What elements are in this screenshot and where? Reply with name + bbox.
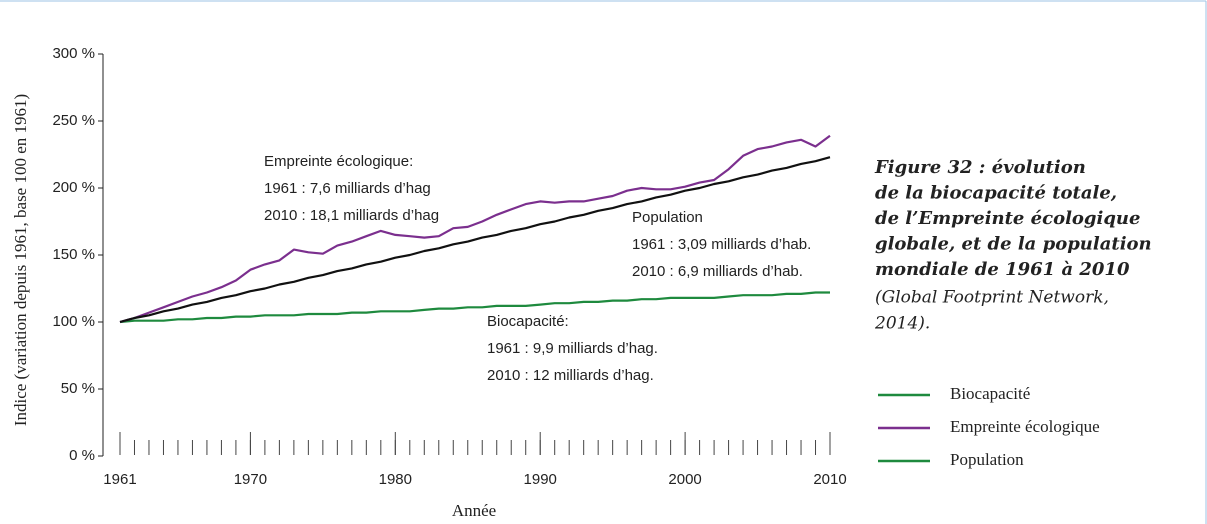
y-tick-label: 250 % xyxy=(52,112,95,129)
legend-label: Biocapacité xyxy=(950,384,1030,403)
annotation: Biocapacité: xyxy=(487,313,569,330)
caption-title: globale, et de la population xyxy=(875,234,1152,255)
y-tick-label: 50 % xyxy=(61,380,95,397)
caption-title: de l’Empreinte écologique xyxy=(875,208,1140,229)
x-axis-label: Année xyxy=(452,501,496,520)
annotation: 1961 : 9,9 milliards d’hag. xyxy=(487,340,658,357)
y-tick-label: 100 % xyxy=(52,313,95,330)
series-line xyxy=(119,156,831,324)
caption-title: Figure 32 : évolution xyxy=(874,157,1086,178)
annotation: Population xyxy=(632,209,703,226)
x-tick-label: 1980 xyxy=(379,471,412,488)
x-tick-label: 2000 xyxy=(668,471,701,488)
caption-title: de la biocapacité totale, xyxy=(875,183,1117,204)
annotation: 1961 : 3,09 milliards d’hab. xyxy=(632,236,811,253)
y-tick-label: 0 % xyxy=(69,447,95,464)
annotation: Empreinte écologique: xyxy=(264,153,413,170)
annotation: 2010 : 6,9 milliards d’hab. xyxy=(632,263,803,280)
x-tick-label: 2010 xyxy=(813,471,846,488)
y-axis-label: Indice (variation depuis 1961, base 100 … xyxy=(11,94,30,426)
annotation: 1961 : 7,6 milliards d’hag xyxy=(264,180,431,197)
y-tick-label: 200 % xyxy=(52,179,95,196)
y-tick-label: 150 % xyxy=(52,246,95,263)
series-line xyxy=(119,291,830,324)
x-tick-label: 1990 xyxy=(524,471,557,488)
x-tick-label: 1970 xyxy=(234,471,267,488)
x-tick-label: 1961 xyxy=(103,471,136,488)
series-line xyxy=(119,134,831,324)
legend-label: Population xyxy=(950,450,1024,469)
y-tick-label: 300 % xyxy=(52,45,95,62)
caption-title: mondiale de 1961 à 2010 xyxy=(875,259,1130,280)
annotation: 2010 : 12 milliards d’hag. xyxy=(487,367,654,384)
legend-label: Empreinte écologique xyxy=(950,417,1100,436)
caption-source: 2014). xyxy=(874,314,930,334)
annotation: 2010 : 18,1 milliards d’hag xyxy=(264,207,439,224)
caption-source: (Global Footprint Network, xyxy=(875,288,1109,308)
